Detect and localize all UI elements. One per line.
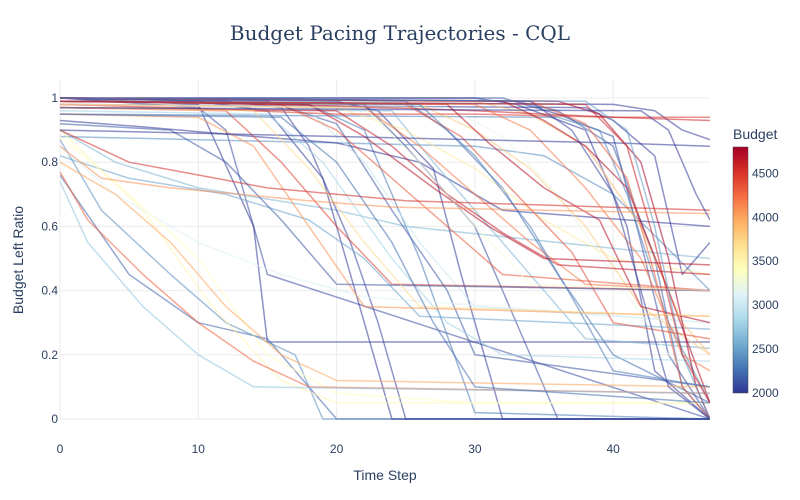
trajectory-line [60,129,710,147]
colorbar: Budget 2000 2500 3000 3500 4000 4500 [732,126,779,400]
trajectory-line [60,155,710,330]
trajectory-line [60,122,710,292]
colorbar-title: Budget [733,126,777,142]
colorbar-gradient [732,146,749,394]
x-tick-label: 40 [607,442,621,456]
colorbar-ticks: 2000 2500 3000 3500 4000 4500 [752,166,779,400]
trajectory-line [60,100,710,388]
trajectory-line [60,100,710,420]
colorbar-tick-label: 2000 [752,386,779,400]
trajectory-line [60,106,710,221]
trajectory-line [60,113,710,404]
trajectory-line [60,106,710,318]
y-tick-label: 0.4 [41,284,58,298]
trajectory-line [60,161,710,388]
colorbar-tick-label: 2500 [752,342,779,356]
trajectory-line [60,113,710,404]
trajectory-line [60,100,710,266]
x-tick-label: 10 [192,442,206,456]
x-tick-label: 30 [468,442,482,456]
x-tick-labels: 0 10 20 30 40 [57,442,621,456]
y-tick-label: 1 [51,91,58,105]
trajectory-line [60,129,710,212]
colorbar-tick-label: 4000 [752,210,779,224]
trajectory-line [60,110,710,362]
trajectory-line [60,145,710,215]
series-lines [60,97,710,420]
trajectory-line [60,97,710,420]
colorbar-tick-label: 4500 [752,166,779,180]
trajectory-line [60,103,710,292]
chart-title: Budget Pacing Trajectories - CQL [230,21,570,45]
y-tick-label: 0.2 [41,348,58,362]
trajectory-line [60,103,710,388]
y-tick-label: 0.6 [41,219,58,233]
trajectory-line [60,139,710,420]
trajectory-line [60,171,710,395]
colorbar-tick-label: 3000 [752,298,779,312]
y-axis-title: Budget Left Ratio [10,206,26,314]
trajectory-line [60,129,710,404]
x-tick-label: 20 [330,442,344,456]
trajectory-line [60,97,710,388]
trajectory-line [60,129,710,260]
trajectory-line [60,181,710,395]
x-tick-label: 0 [57,442,64,456]
trajectory-line [60,119,710,228]
x-axis-title: Time Step [353,467,416,483]
y-tick-label: 0 [51,412,58,426]
colorbar-tick-label: 3500 [752,254,779,268]
trajectory-line [60,113,710,318]
y-tick-labels: 0 0.2 0.4 0.6 0.8 1 [41,91,58,426]
y-tick-label: 0.8 [41,155,58,169]
trajectory-line [60,100,710,420]
trajectory-line [60,100,710,404]
